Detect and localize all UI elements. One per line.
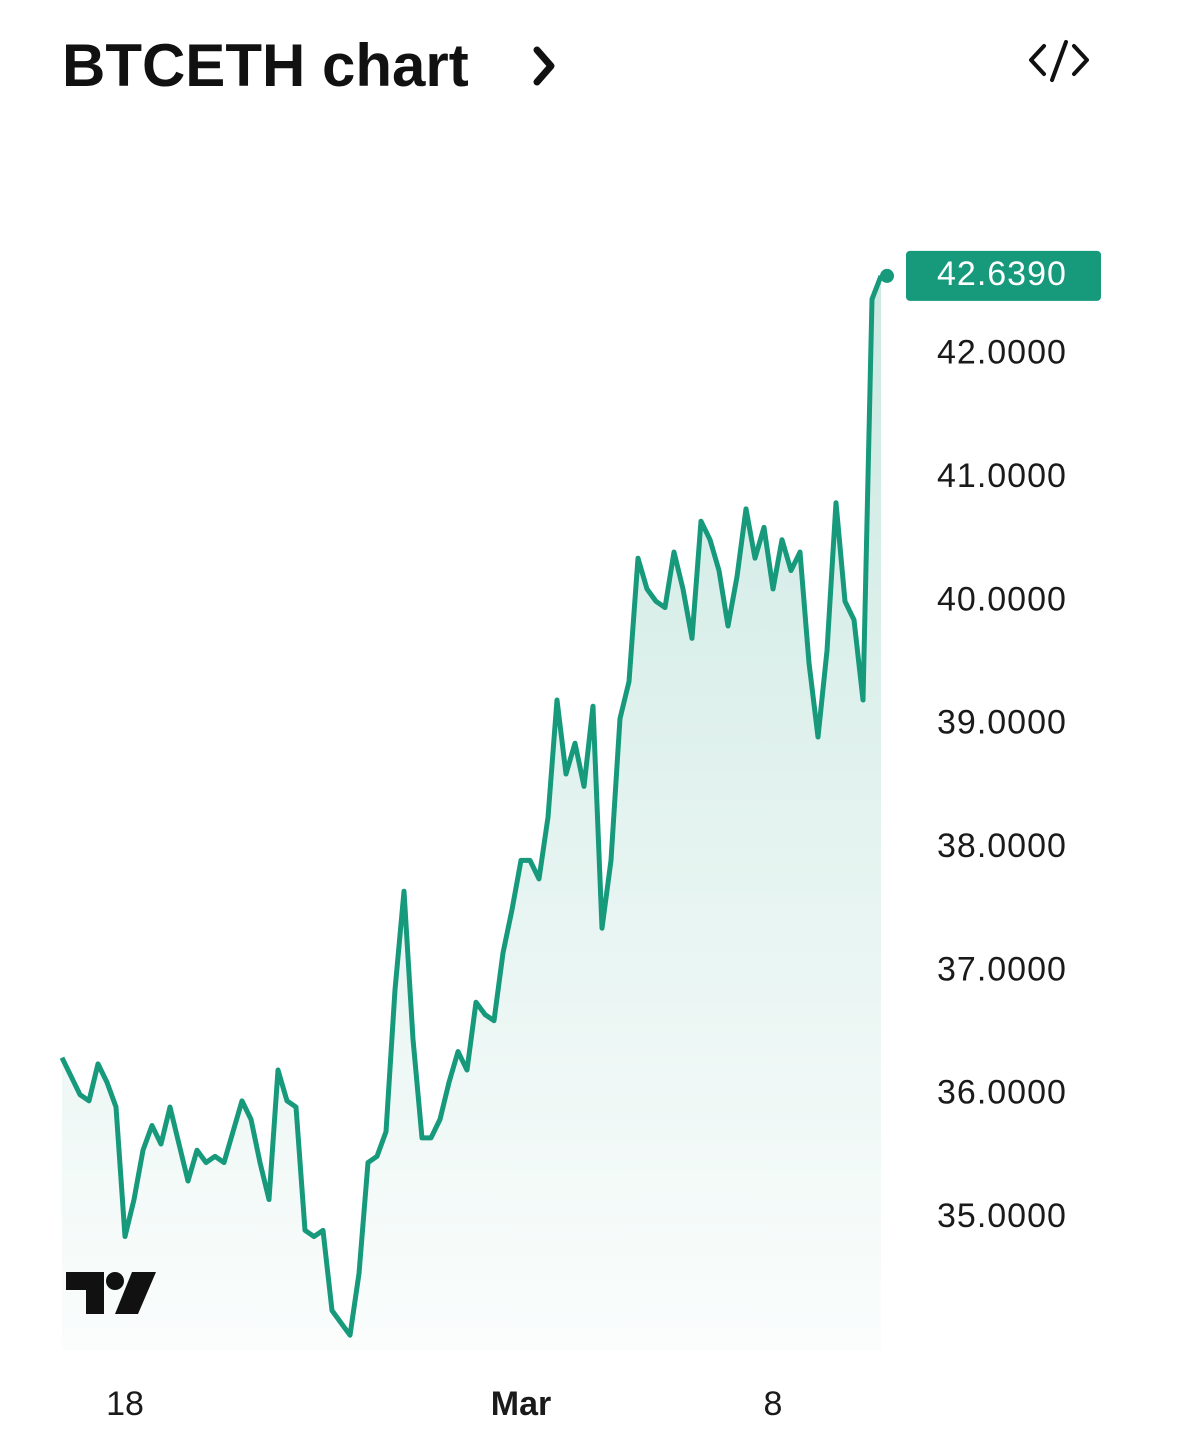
last-price-badge: [906, 250, 1101, 301]
y-tick-label: 35.0000: [937, 1197, 1067, 1235]
last-point: [880, 268, 894, 283]
y-tick-label: 42.0000: [937, 334, 1067, 372]
y-tick-label: 38.0000: [937, 827, 1067, 865]
y-tick-label: 41.0000: [937, 457, 1067, 495]
y-tick-label: 37.0000: [937, 950, 1067, 988]
x-tick-label: 8: [764, 1385, 783, 1423]
line: [59, 274, 884, 1338]
tradingview-logo: [66, 1272, 156, 1314]
x-tick-label: Mar: [491, 1385, 551, 1423]
area: [62, 275, 881, 1350]
y-tick-label: 36.0000: [937, 1074, 1067, 1112]
chart-title[interactable]: BTCETH chart: [62, 32, 469, 99]
x-tick-label: 18: [106, 1385, 144, 1423]
plot: 42.6390: [59, 250, 1101, 1350]
embed-icon[interactable]: [1029, 40, 1089, 82]
y-tick-label: 40.0000: [937, 580, 1067, 618]
title-chevron[interactable]: [533, 46, 555, 86]
last-price-label: 42.6390: [937, 255, 1067, 293]
y-tick-label: 39.0000: [937, 704, 1067, 742]
